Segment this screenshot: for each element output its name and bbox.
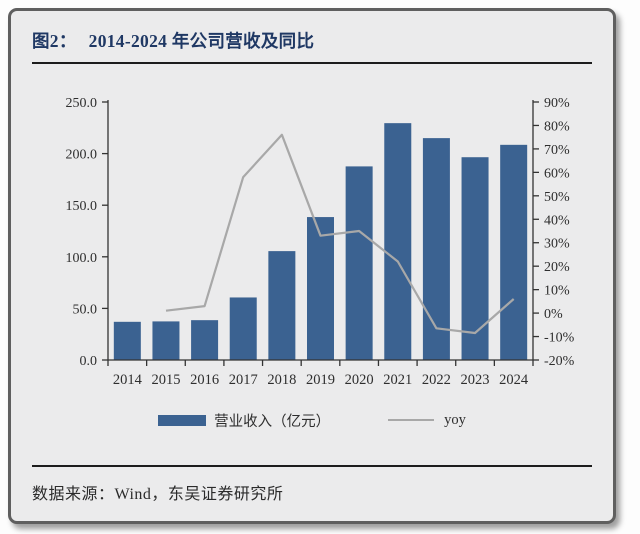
- left-axis-label: 50.0: [73, 302, 98, 317]
- figure-card: 图2： 2014-2024 年公司营收及同比 0.0 50.0 100.0 150.0 2…: [8, 8, 616, 524]
- bar-2024: [500, 144, 528, 360]
- right-axis-label: 40%: [544, 213, 570, 228]
- bar-2017: [229, 297, 257, 360]
- bar-2016: [191, 320, 219, 360]
- x-tick-label: 2017: [229, 372, 258, 388]
- x-tick-label: 2024: [499, 372, 529, 388]
- right-axis-label: 70%: [544, 143, 570, 158]
- bar-2019: [307, 217, 334, 360]
- bar-2020: [345, 166, 373, 360]
- right-axis-label: 30%: [544, 237, 570, 252]
- bar-2022: [422, 138, 450, 360]
- legend-label-yoy: yoy: [444, 411, 466, 428]
- right-axis-label: -20%: [544, 354, 575, 369]
- title-divider: [32, 62, 592, 64]
- chart-area: 0.0 50.0 100.0 150.0 200.0 250.0 -20% -10% 0% 10%…: [36, 82, 599, 399]
- x-tick-label: 2015: [151, 372, 180, 388]
- right-axis-label: 0%: [544, 307, 563, 322]
- legend-item-revenue: 营业收入（亿元）: [158, 410, 330, 431]
- x-tick-label: 2014: [113, 372, 143, 388]
- right-axis-label: -10%: [544, 331, 575, 346]
- yoy-line: [165, 133, 515, 335]
- bar-2021: [384, 123, 412, 360]
- left-axis-label: 0.0: [80, 354, 98, 369]
- left-axis-label: 150.0: [66, 199, 98, 214]
- x-tick-label: 2021: [383, 372, 412, 388]
- yoy-line-swatch: [388, 419, 435, 421]
- chart-legend: 营业收入（亿元） yoy: [25, 410, 599, 431]
- left-axis-label: 100.0: [66, 251, 98, 266]
- source-note: 数据来源：Wind，东吴证券研究所: [32, 486, 284, 503]
- right-axis-label: 50%: [544, 190, 570, 205]
- x-tick-label: 2016: [190, 372, 219, 388]
- bar-2023: [461, 157, 489, 360]
- right-axis-label: 80%: [544, 119, 570, 134]
- right-axis-label: 20%: [544, 260, 570, 275]
- legend-label-revenue: 营业收入（亿元）: [214, 413, 331, 430]
- x-tick-label: 2020: [345, 372, 374, 388]
- x-tick-label: 2023: [461, 372, 490, 388]
- right-axis-label: 90%: [544, 96, 570, 111]
- figure-label: 图2：: [32, 31, 77, 51]
- figure-title-row: 图2： 2014-2024 年公司营收及同比: [25, 11, 599, 62]
- bar-2018: [268, 251, 296, 360]
- bar-2014: [113, 321, 141, 360]
- legend-item-yoy: yoy: [388, 412, 466, 429]
- x-tick-label: 2022: [422, 372, 451, 388]
- page-title: 2014-2024 年公司营收及同比: [88, 31, 315, 51]
- revenue-bar-swatch: [158, 414, 207, 426]
- right-axis-label: 60%: [544, 166, 570, 181]
- revenue-yoy-chart: 0.0 50.0 100.0 150.0 200.0 250.0 -20% -10% 0% 10%…: [66, 96, 575, 388]
- left-axis-label: 250.0: [66, 96, 98, 111]
- x-tick-label: 2019: [306, 372, 335, 388]
- bar-2015: [152, 321, 180, 360]
- right-axis-label: 10%: [544, 284, 570, 299]
- footer-divider: [32, 465, 592, 467]
- left-axis-label: 200.0: [66, 148, 98, 163]
- x-tick-label: 2018: [267, 372, 296, 388]
